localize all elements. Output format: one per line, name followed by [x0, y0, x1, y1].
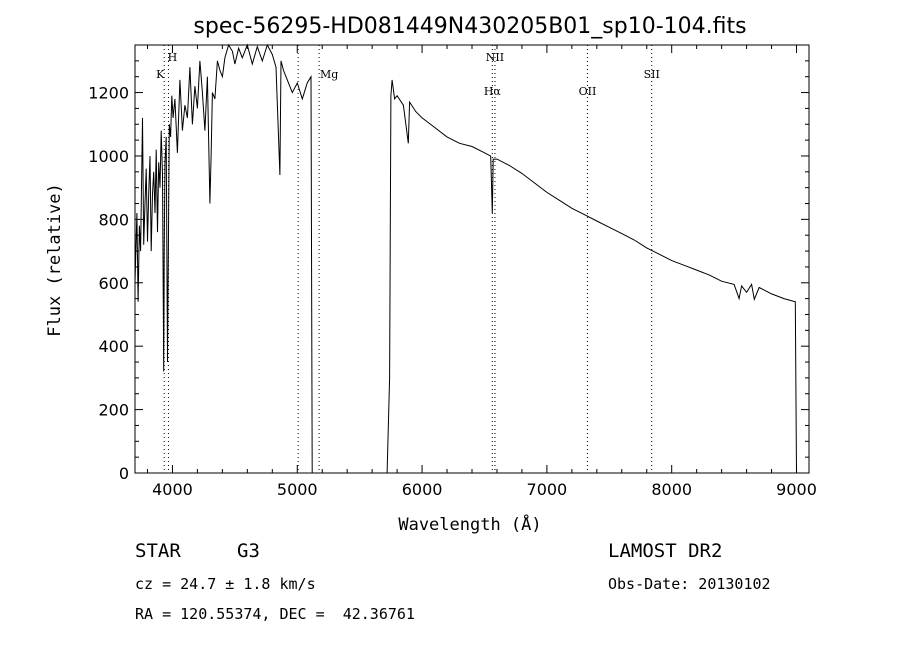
x-tick-label-4: 8000	[651, 480, 692, 499]
spectral-line-label-5: OII	[579, 85, 597, 98]
chart-title: spec-56295-HD081449N430205B01_sp10-104.f…	[193, 14, 746, 39]
spectral-line-label-3: NII	[486, 51, 504, 64]
x-tick-label-5: 9000	[776, 480, 817, 499]
spectral-line-label-6: SII	[644, 68, 660, 81]
survey-name: LAMOST DR2	[608, 540, 723, 562]
spectral-line-label-4: Hα	[484, 85, 502, 98]
observation-date: Obs-Date: 20130102	[608, 575, 771, 593]
y-tick-label-4: 800	[98, 210, 129, 229]
x-tick-label-2: 6000	[402, 480, 443, 499]
y-axis-label: Flux (relative)	[45, 183, 65, 337]
object-class: STAR	[135, 540, 181, 562]
y-tick-label-1: 200	[98, 401, 129, 420]
redshift-value: cz = 24.7 ± 1.8 km/s	[135, 575, 316, 593]
coordinates: RA = 120.55374, DEC = 42.36761	[135, 605, 415, 623]
plot-frame	[134, 44, 810, 474]
x-tick-label-1: 5000	[277, 480, 318, 499]
spectrum-line-0	[134, 43, 797, 474]
axis-ticks: 4000 5000 6000 7000 8000 9000 0 200 400 600 800 100…	[88, 45, 817, 499]
y-tick-label-6: 1200	[88, 84, 129, 103]
y-tick-label-0: 0	[119, 464, 129, 483]
spectral-line-label-0: H	[168, 51, 178, 64]
plot-border	[134, 44, 810, 474]
spectrum-chart: spec-56295-HD081449N430205B01_sp10-104.f…	[45, 14, 817, 535]
spectral-line-label-1: K	[156, 68, 165, 81]
y-tick-label-2: 400	[98, 337, 129, 356]
spectrum-series	[134, 43, 797, 474]
x-tick-label-0: 4000	[152, 480, 193, 499]
x-axis-label: Wavelength (Å)	[398, 513, 541, 535]
spectral-line-label-2: Mg	[320, 68, 338, 81]
spectral-line-markers: HK Mg NII Hα OII SII	[156, 45, 660, 473]
y-tick-label-3: 600	[98, 274, 129, 293]
x-tick-label-3: 7000	[527, 480, 568, 499]
object-subclass: G3	[237, 540, 260, 562]
y-tick-label-5: 1000	[88, 147, 129, 166]
